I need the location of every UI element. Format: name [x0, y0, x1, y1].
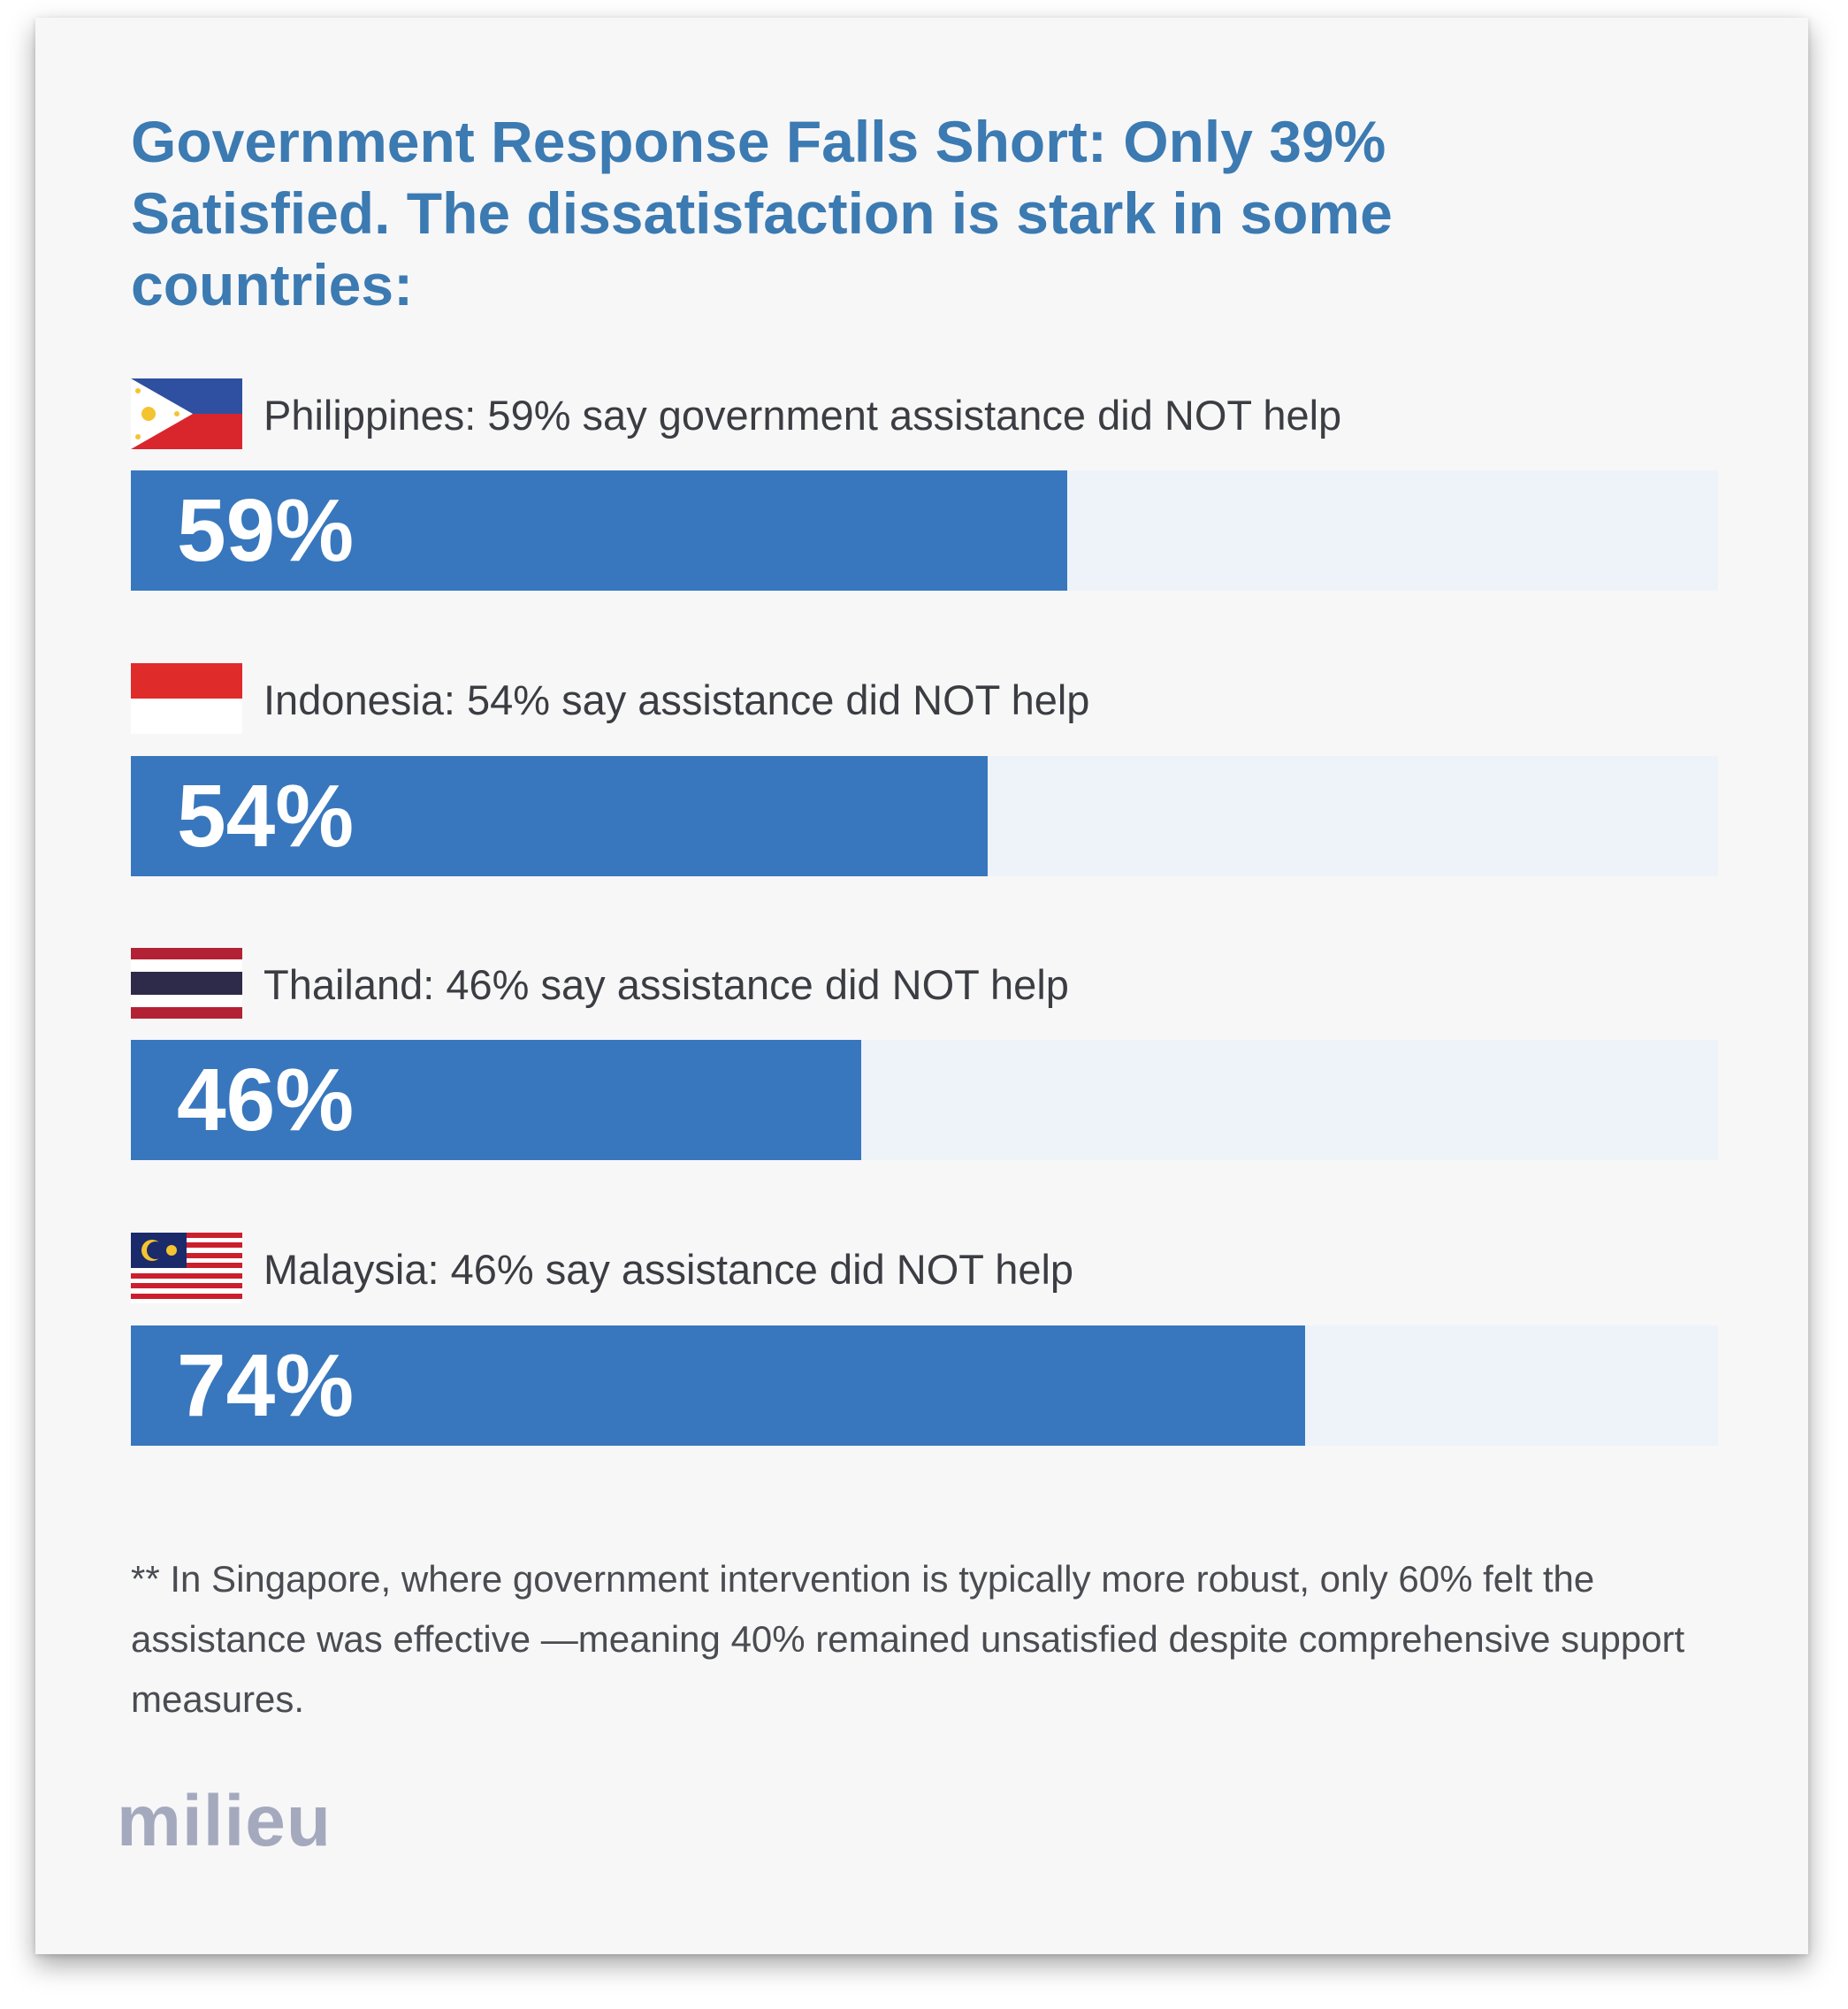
row-label-text: Thailand: 46% say assistance did NOT hel…	[263, 961, 1069, 1008]
row-label-text: Malaysia: 46% say assistance did NOT hel…	[263, 1246, 1074, 1293]
chart-title: Government Response Falls Short: Only 39…	[131, 109, 1393, 317]
bar-indonesia	[131, 756, 989, 876]
row-label-text: Philippines: 59% say government assistan…	[263, 392, 1342, 439]
bar-value-philippines: 59%	[177, 481, 355, 580]
footnote: ** In Singapore, where government interv…	[131, 1558, 1685, 1720]
milieu-logo: milieu	[117, 1781, 332, 1861]
bar-value-thailand: 46%	[177, 1050, 355, 1150]
row-label-thailand: Thailand: 46% say assistance did NOT hel…	[131, 948, 1767, 1019]
indonesia-flag-graphic	[131, 663, 242, 734]
bar-philippines	[131, 470, 1068, 591]
bar-malaysia	[131, 1325, 1306, 1446]
row-label-malaysia: Malaysia: 46% say assistance did NOT hel…	[131, 1233, 1767, 1303]
bar-track-philippines: 59%	[131, 470, 1718, 591]
row-label-indonesia: Indonesia: 54% say assistance did NOT he…	[131, 663, 1767, 734]
malaysia-flag-graphic	[131, 1233, 242, 1303]
bar-track-thailand: 46%	[131, 1040, 1718, 1160]
bar-value-malaysia: 74%	[177, 1336, 355, 1435]
thailand-flag-icon	[131, 948, 242, 1019]
indonesia-flag-icon	[131, 663, 242, 734]
bar-thailand	[131, 1040, 861, 1160]
chart-card: Government Response Falls Short: Only 39…	[35, 18, 1808, 1954]
philippines-flag-icon	[131, 378, 242, 449]
malaysia-flag-icon	[131, 1233, 242, 1303]
bar-value-indonesia: 54%	[177, 767, 355, 866]
philippines-flag-graphic	[131, 378, 242, 449]
row-label-text: Indonesia: 54% say assistance did NOT he…	[263, 676, 1090, 723]
row-label-philippines: Philippines: 59% say government assistan…	[131, 378, 1767, 449]
bar-track-indonesia: 54%	[131, 756, 1718, 876]
thailand-flag-graphic	[131, 948, 242, 1019]
bar-track-malaysia: 74%	[131, 1325, 1718, 1446]
